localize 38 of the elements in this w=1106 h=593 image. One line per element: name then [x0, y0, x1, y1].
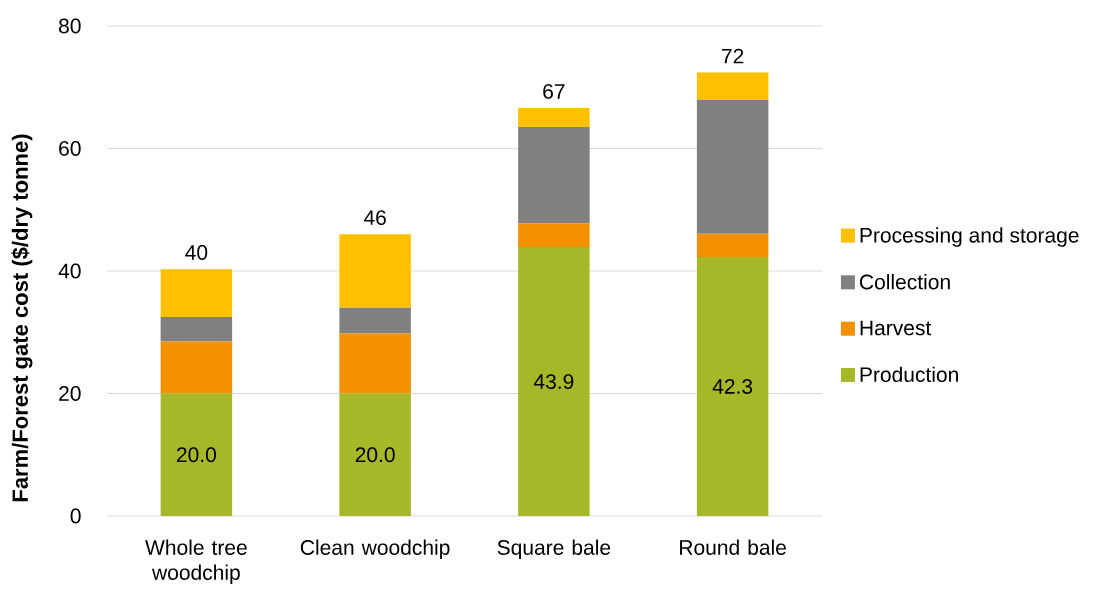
y-tick-label: 40	[58, 263, 81, 279]
y-tick-label: 20	[59, 386, 81, 401]
legend-label: Harvest	[860, 320, 932, 336]
total-label: 46	[363, 210, 386, 226]
bar	[339, 307, 411, 334]
total-label: 72	[722, 48, 744, 64]
x-tick-label: Square bale	[497, 539, 611, 560]
data-label: 42.3	[712, 379, 753, 394]
bar	[518, 247, 590, 516]
bar	[696, 100, 769, 234]
y-tick-label: 0	[70, 508, 81, 524]
bar	[518, 223, 590, 248]
bar	[696, 256, 769, 516]
legend-label: Collection	[859, 273, 950, 290]
bar	[160, 269, 233, 317]
bar	[696, 72, 769, 101]
y-tick-label: 80	[59, 18, 81, 34]
y-tick-label: 60	[59, 141, 81, 156]
x-tick-label: Whole tree woodchip	[145, 539, 247, 585]
bar	[160, 393, 233, 516]
bar	[518, 108, 590, 128]
x-tick-label: Clean woodchip	[300, 539, 450, 560]
bar	[339, 234, 411, 308]
legend-label: Production	[860, 366, 958, 383]
data-label: 20.0	[355, 447, 395, 463]
bar	[696, 233, 769, 257]
bar	[339, 393, 411, 516]
total-label: 67	[543, 84, 565, 99]
data-label: 20.0	[177, 447, 216, 463]
y-axis-title: Farm/Forest gate cost ($/dry tonne)	[11, 134, 33, 502]
total-label: 40	[185, 245, 208, 260]
bar	[160, 316, 233, 342]
bar	[518, 127, 590, 224]
legend-label: Processing and storage	[860, 227, 1079, 247]
data-label: 43.9	[533, 374, 574, 389]
bar	[160, 341, 233, 394]
bar	[339, 333, 411, 394]
x-tick-label: Round bale	[680, 539, 786, 555]
